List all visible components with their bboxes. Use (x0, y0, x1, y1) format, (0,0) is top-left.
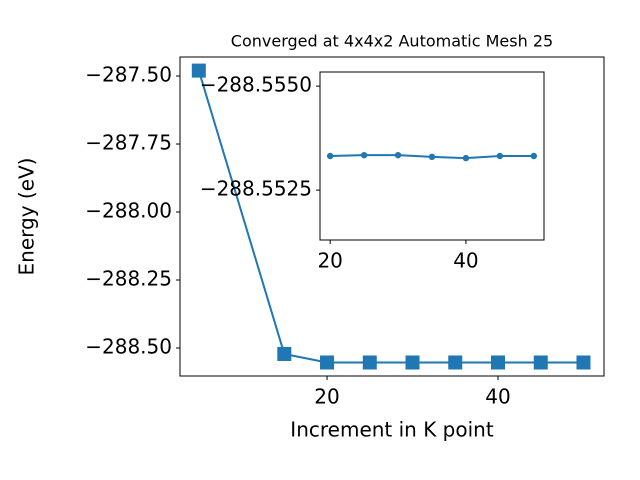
y-tick-label: −288.50 (85, 334, 172, 358)
x-tick-label: 20 (314, 385, 339, 409)
y-tick-label: −288.00 (85, 199, 172, 223)
y-tick-label: −288.25 (85, 267, 172, 291)
y-tick-label: −288.5550 (200, 73, 312, 97)
marker (191, 63, 206, 78)
marker (533, 355, 548, 370)
marker (394, 151, 402, 159)
y-tick-label: −287.75 (85, 131, 172, 155)
x-tick-label: 20 (317, 249, 342, 273)
marker (360, 151, 368, 159)
marker (462, 154, 470, 162)
marker (428, 153, 436, 161)
marker (362, 355, 377, 370)
marker (277, 346, 292, 361)
marker (576, 355, 591, 370)
x-tick-label: 40 (485, 385, 510, 409)
y-axis-label: Energy (eV) (15, 158, 39, 276)
marker (496, 152, 504, 160)
marker (491, 355, 505, 370)
marker (405, 355, 420, 370)
x-tick-label: 40 (453, 249, 478, 273)
y-tick-label: −288.5525 (200, 177, 312, 201)
marker (320, 355, 335, 370)
marker (530, 152, 538, 160)
chart-title: Converged at 4x4x2 Automatic Mesh 25 (231, 32, 553, 51)
marker (448, 355, 463, 370)
x-axis-label: Increment in K point (290, 418, 494, 442)
y-tick-label: −287.50 (85, 63, 172, 87)
marker (326, 152, 334, 160)
